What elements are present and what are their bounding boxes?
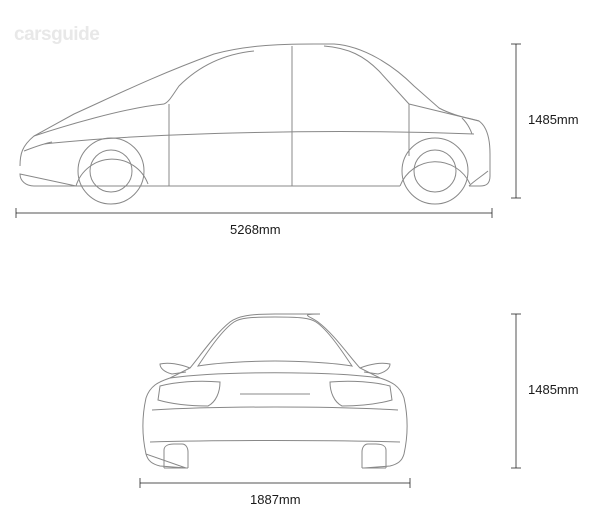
side-length-label: 5268mm: [230, 222, 281, 237]
front-width-dimension: [140, 478, 410, 488]
sedan-side-silhouette: [20, 44, 490, 204]
front-view-diagram: 1485mm 1887mm: [120, 306, 580, 516]
side-height-label: 1485mm: [528, 112, 579, 127]
side-view-diagram: 1485mm 5268mm: [14, 36, 578, 236]
side-view-svg: [14, 36, 578, 236]
front-width-label: 1887mm: [250, 492, 301, 507]
front-height-label: 1485mm: [528, 382, 579, 397]
sedan-front-silhouette: [143, 314, 407, 468]
side-height-dimension: [511, 44, 521, 198]
front-height-dimension: [511, 314, 521, 468]
side-length-dimension: [16, 208, 492, 218]
front-view-svg: [120, 306, 580, 516]
